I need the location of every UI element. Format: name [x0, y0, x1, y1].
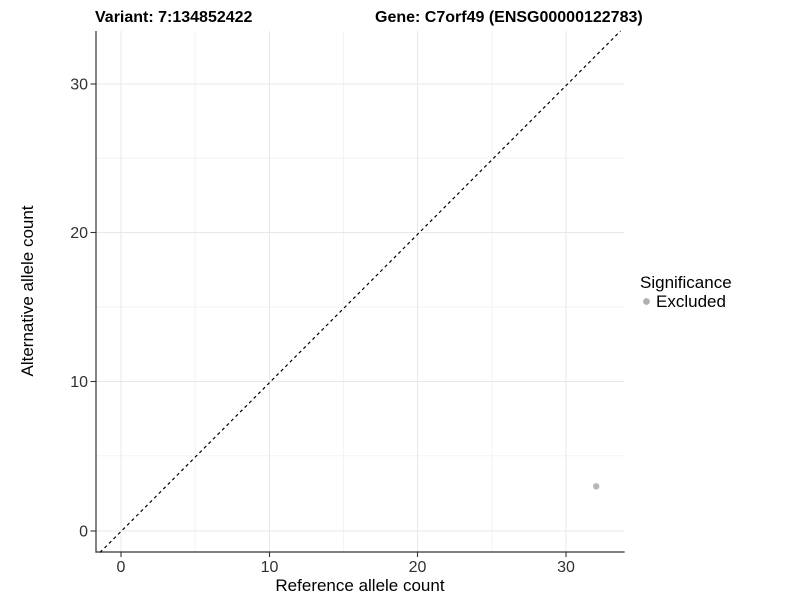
legend-key-excluded-icon: [643, 298, 650, 305]
plot-title-variant: Variant: 7:134852422: [95, 9, 253, 26]
data-point: [593, 483, 600, 490]
y-axis-title: Alternative allele count: [18, 205, 37, 376]
y-tick-30: 30: [70, 77, 88, 94]
axis-tick-marks: [90, 83, 567, 557]
x-tick-30: 30: [557, 559, 575, 576]
plot-title-gene: Gene: C7orf49 (ENSG00000122783): [375, 9, 643, 26]
x-tick-0: 0: [117, 559, 126, 576]
x-tick-10: 10: [261, 559, 279, 576]
y-tick-20: 20: [70, 225, 88, 242]
x-axis-title: Reference allele count: [275, 576, 444, 595]
legend-label-excluded: Excluded: [656, 292, 726, 311]
y-axis-tick-labels: 0 10 20 30: [70, 77, 88, 541]
x-axis-tick-labels: 0 10 20 30: [117, 559, 575, 576]
grid-major-lines: [96, 31, 624, 552]
legend-title: Significance: [640, 273, 732, 292]
x-tick-20: 20: [409, 559, 427, 576]
y-tick-0: 0: [79, 524, 88, 541]
grid-minor-lines: [96, 31, 624, 552]
y-tick-10: 10: [70, 374, 88, 391]
legend: Significance Excluded: [640, 273, 732, 311]
identity-reference-line: [99, 30, 621, 553]
